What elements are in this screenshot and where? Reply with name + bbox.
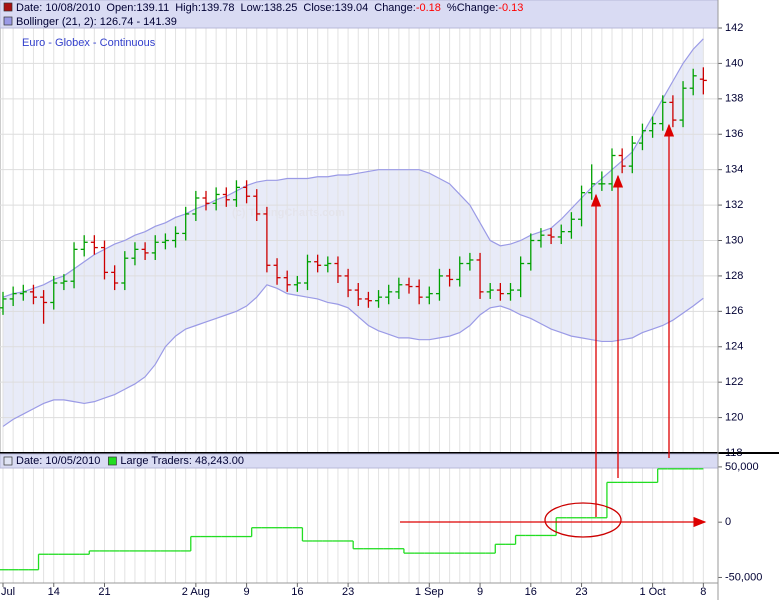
info-item: %Change: xyxy=(447,2,498,14)
y-tick-label: -50,000 xyxy=(725,571,762,583)
date-label: Date: 10/05/2010 xyxy=(16,455,100,467)
x-tick-label: 16 xyxy=(525,586,537,598)
y-tick-label: 130 xyxy=(725,234,743,246)
band-fill xyxy=(3,38,704,427)
info-item: Close:139.04 xyxy=(303,2,368,14)
x-tick-label: 23 xyxy=(342,586,354,598)
info-item: Open:139.11 xyxy=(106,2,169,14)
y-tick-label: 50,000 xyxy=(725,461,759,473)
x-tick-label: 9 xyxy=(477,586,483,598)
y-tick-label: 132 xyxy=(725,199,743,211)
x-tick-label: 8 xyxy=(700,586,706,598)
x-tick-label: 9 xyxy=(244,586,250,598)
info-item: Low:138.25 xyxy=(241,2,298,14)
y-tick-label: 136 xyxy=(725,128,743,140)
bollinger-lower xyxy=(2,284,704,427)
y-tick-label: 0 xyxy=(725,516,731,528)
legend-label: Large Traders: 48,243.00 xyxy=(120,455,244,467)
x-tick-label: 1 Sep xyxy=(415,586,444,598)
header-bar xyxy=(0,453,719,469)
y-tick-label: 124 xyxy=(725,341,743,353)
y-tick-label: 126 xyxy=(725,305,743,317)
x-tick-label: Jul xyxy=(1,586,15,598)
legend-icon xyxy=(3,16,13,26)
bollinger-upper xyxy=(2,38,704,298)
chart-title: Euro - Globex - Continuous xyxy=(22,37,156,49)
info-item: -0.18 xyxy=(416,2,441,14)
y-tick-label: 122 xyxy=(725,376,743,388)
info-item: Date: 10/08/2010 xyxy=(16,2,100,14)
y-tick-label: 134 xyxy=(725,164,743,176)
x-tick-label: 16 xyxy=(291,586,303,598)
watermark: (c) TimingCharts.com xyxy=(232,207,345,219)
y-tick-label: 128 xyxy=(725,270,743,282)
legend-label: Bollinger (21, 2): 126.74 - 141.39 xyxy=(16,16,177,28)
header-bar xyxy=(0,0,719,29)
info-item: High:139.78 xyxy=(175,2,234,14)
x-tick-label: 1 Oct xyxy=(639,586,665,598)
y-tick-label: 142 xyxy=(725,22,743,34)
info-item: Change: xyxy=(374,2,416,14)
y-tick-label: 120 xyxy=(725,411,743,423)
y-tick-label: 138 xyxy=(725,93,743,105)
y-tick-label: 140 xyxy=(725,57,743,69)
x-tick-label: 2 Aug xyxy=(182,586,210,598)
info-item: -0.13 xyxy=(498,2,523,14)
x-tick-label: 21 xyxy=(98,586,110,598)
legend-icon xyxy=(3,456,13,466)
legend-icon xyxy=(108,456,117,466)
legend-icon xyxy=(3,2,13,12)
x-tick-label: 14 xyxy=(48,586,60,598)
x-tick-label: 23 xyxy=(575,586,587,598)
